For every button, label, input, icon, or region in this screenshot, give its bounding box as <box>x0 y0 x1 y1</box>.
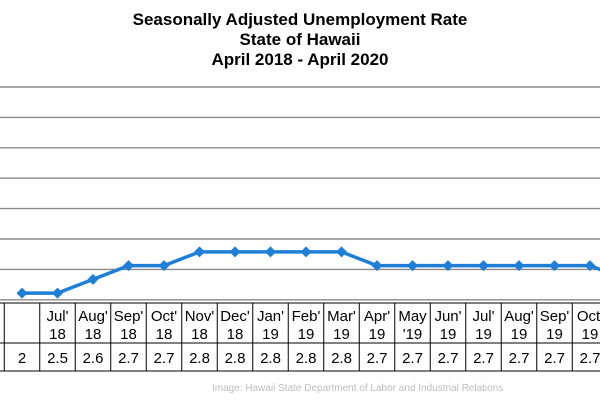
data-point-marker <box>158 260 170 272</box>
x-tick-label-month: Sep' <box>114 308 144 325</box>
x-tick-label-month: Sep' <box>540 308 570 325</box>
data-point-marker <box>371 260 383 272</box>
x-tick-label-year: 19 <box>262 326 279 343</box>
data-label: 2.7 <box>438 350 459 367</box>
x-tick-label-month: Oct' <box>577 308 600 325</box>
data-label: 2.7 <box>544 350 565 367</box>
data-point-marker <box>300 246 312 258</box>
data-point-marker <box>123 260 134 272</box>
x-tick-label-year: 19 <box>546 326 563 343</box>
x-tick-label-year: 19 <box>582 326 599 343</box>
data-label: 2.7 <box>367 350 388 367</box>
data-label: 2.7 <box>473 350 494 367</box>
data-point-marker <box>549 260 560 272</box>
gridlines <box>0 86 600 301</box>
x-tick-label-year: 19 <box>440 326 457 343</box>
chart-subtitle: State of Hawaii <box>239 30 361 49</box>
x-tick-label-year: '19 <box>403 326 423 343</box>
x-tick-label-month: Nov' <box>185 308 215 325</box>
data-point-marker <box>442 260 454 272</box>
data-label: 2.8 <box>225 350 246 367</box>
data-label: 2.6 <box>83 350 104 367</box>
data-point-marker <box>407 260 418 272</box>
data-label: 2.7 <box>118 350 139 367</box>
data-label: 2 <box>18 350 26 367</box>
x-tick-label-year: 19 <box>333 326 350 343</box>
x-tick-label-year: 19 <box>298 326 315 343</box>
x-tick-label-month: Jan' <box>257 308 284 325</box>
x-tick-label-month: Mar' <box>327 308 356 325</box>
data-point-marker <box>265 246 276 258</box>
x-tick-label-year: 18 <box>191 326 208 343</box>
data-label: 2.5 <box>47 350 68 367</box>
x-tick-label-month: Jul' <box>472 308 494 325</box>
x-tick-label-year: 19 <box>369 326 386 343</box>
data-label: 2.8 <box>331 350 352 367</box>
x-tick-label-month: Oct' <box>151 308 177 325</box>
data-label: 2.8 <box>260 350 281 367</box>
data-point-marker <box>513 260 525 272</box>
data-label: 2.8 <box>296 350 317 367</box>
x-tick-label-year: 18 <box>120 326 137 343</box>
data-table: 2Jul'182.5Aug'182.6Sep'182.7Oct'182.7Nov… <box>0 302 600 372</box>
x-tick-label-month: Apr' <box>364 308 390 325</box>
data-label: 2.7 <box>402 350 423 367</box>
series-line-group <box>16 246 600 299</box>
data-point-marker <box>52 287 63 299</box>
x-tick-label-year: 18 <box>227 326 244 343</box>
x-tick-label-year: 18 <box>49 326 66 343</box>
data-point-marker <box>336 246 347 258</box>
data-point-marker <box>87 273 99 285</box>
x-tick-label-year: 18 <box>156 326 173 343</box>
chart-date-range: April 2018 - April 2020 <box>211 50 389 69</box>
data-point-marker <box>478 260 489 272</box>
x-tick-label-month: Aug' <box>78 308 108 325</box>
x-tick-label-month: May <box>398 308 427 325</box>
data-label: 2.7 <box>509 350 530 367</box>
image-credit: Image: Hawaii State Department of Labor … <box>212 383 504 394</box>
x-tick-label-month: Feb' <box>292 308 321 325</box>
x-tick-label-month: Dec' <box>220 308 250 325</box>
data-point-marker <box>584 260 596 272</box>
x-tick-label-month: Aug' <box>504 308 534 325</box>
data-point-marker <box>194 246 205 258</box>
x-tick-label-month: Jun' <box>434 308 461 325</box>
chart-title: Seasonally Adjusted Unemployment Rate <box>132 10 468 29</box>
x-tick-label-year: 19 <box>511 326 528 343</box>
data-label: 2.8 <box>189 350 210 367</box>
data-point-marker <box>16 287 28 299</box>
x-tick-label-year: 19 <box>475 326 492 343</box>
x-tick-label-year: 18 <box>85 326 102 343</box>
data-label: 2.7 <box>580 350 600 367</box>
x-tick-label-month: Jul' <box>46 308 68 325</box>
series-line <box>22 250 600 295</box>
data-label: 2.7 <box>154 350 175 367</box>
data-point-marker <box>229 246 241 258</box>
